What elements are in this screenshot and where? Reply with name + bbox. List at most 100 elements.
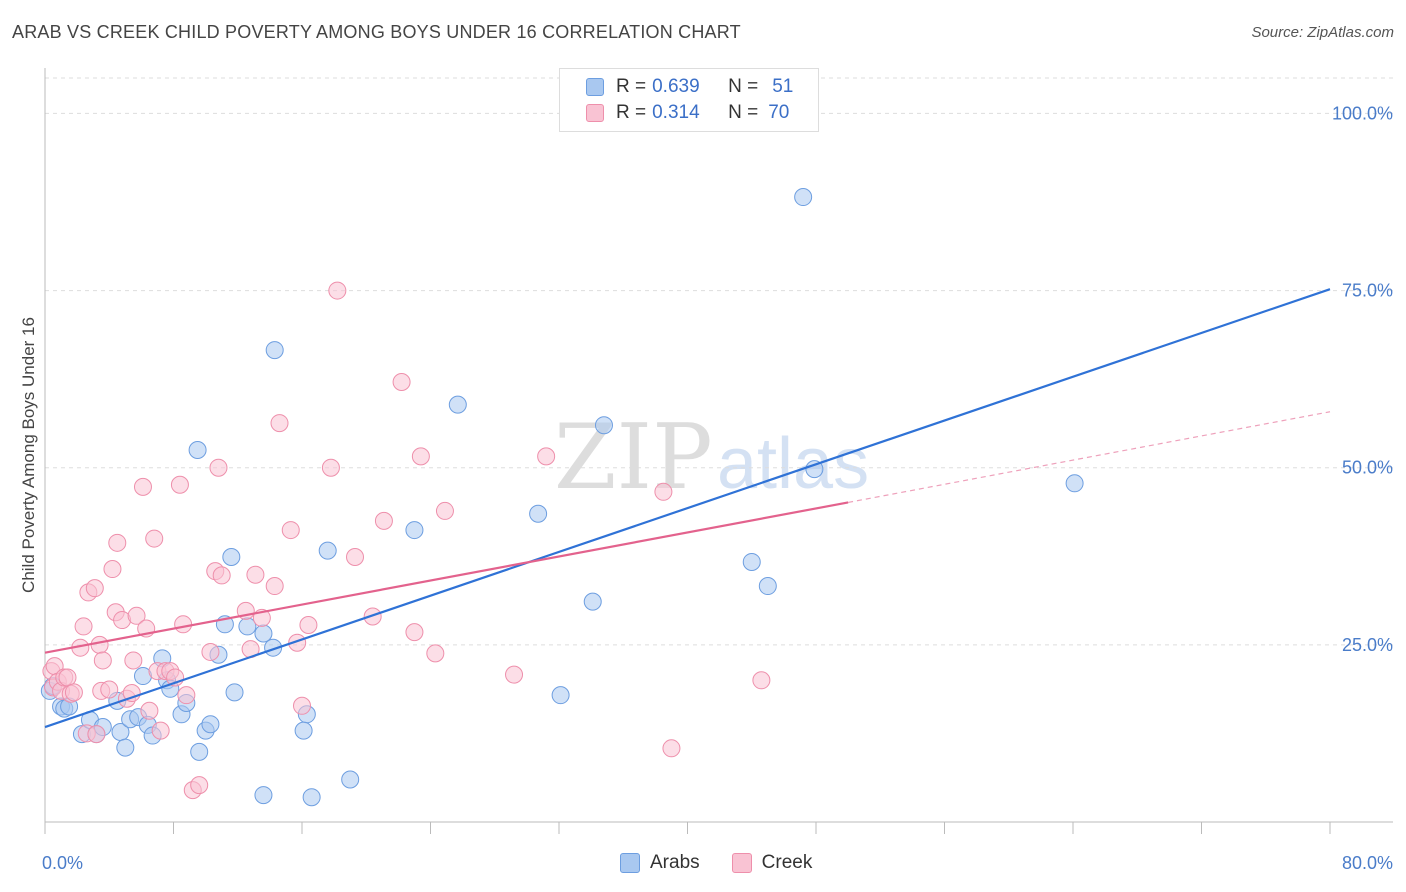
- data-point-arabs: [448, 395, 467, 414]
- series-swatch-arabs: [620, 853, 640, 873]
- data-point-arabs: [794, 188, 813, 207]
- data-point-creek: [752, 671, 771, 690]
- correlation-legend: R = 0.639 N = 51 R = 0.314 N = 70: [559, 68, 819, 132]
- data-point-creek: [246, 565, 265, 584]
- series-swatch-creek: [731, 853, 752, 873]
- data-point-creek: [145, 529, 164, 548]
- data-point-arabs: [264, 638, 283, 657]
- source-label: Source: ZipAtlas.com: [1251, 24, 1394, 41]
- data-point-creek: [90, 635, 109, 654]
- data-point-creek: [321, 458, 340, 477]
- data-point-creek: [103, 560, 122, 579]
- data-point-arabs: [758, 577, 777, 596]
- data-point-creek: [281, 521, 300, 540]
- data-point-arabs: [190, 742, 209, 761]
- legend-r-value-arabs: 0.639: [652, 76, 700, 97]
- y-tick-label: 50.0%: [1342, 458, 1393, 478]
- data-point-arabs: [805, 460, 824, 479]
- data-point-creek: [124, 651, 143, 670]
- data-point-creek: [505, 665, 524, 684]
- data-point-creek: [537, 447, 556, 466]
- data-point-arabs: [529, 504, 548, 523]
- watermark: ZIP atlas: [554, 405, 869, 510]
- data-point-creek: [85, 579, 104, 598]
- data-point-creek: [265, 577, 284, 596]
- data-point-creek: [662, 739, 681, 758]
- data-point-arabs: [742, 552, 761, 571]
- legend-r-label: R =: [616, 102, 647, 123]
- data-point-creek: [328, 281, 347, 300]
- data-point-creek: [405, 623, 424, 642]
- data-point-creek: [100, 680, 119, 699]
- legend-r-value-creek: 0.314: [652, 102, 700, 123]
- data-point-creek: [426, 644, 445, 663]
- x-tick-label-min: 0.0%: [42, 853, 83, 873]
- trend-lines: [44, 288, 1331, 729]
- data-points: [40, 188, 1084, 807]
- series-label-creek: Creek: [761, 852, 813, 873]
- legend-swatch-arabs: [586, 78, 604, 96]
- data-point-creek: [411, 447, 430, 466]
- data-point-creek: [140, 701, 159, 720]
- data-point-creek: [174, 615, 193, 634]
- data-point-creek: [190, 776, 209, 795]
- data-point-arabs: [222, 547, 241, 566]
- data-point-creek: [170, 475, 189, 494]
- data-point-creek: [201, 642, 220, 661]
- series-label-arabs: Arabs: [650, 852, 700, 873]
- data-point-arabs: [116, 738, 135, 757]
- data-point-arabs: [294, 721, 313, 740]
- trend-line-creek: [44, 501, 849, 654]
- watermark-zip: ZIP: [554, 405, 713, 510]
- legend-r-label: R =: [616, 76, 647, 97]
- y-tick-label: 100.0%: [1332, 103, 1393, 123]
- data-point-arabs: [405, 521, 424, 540]
- series-legend-creek[interactable]: Creek: [731, 852, 813, 874]
- data-point-arabs: [341, 770, 360, 789]
- data-point-creek: [299, 616, 318, 635]
- data-point-creek: [212, 566, 231, 585]
- legend-n-value-arabs: 51: [772, 76, 794, 97]
- legend-n-label: N =: [728, 102, 759, 123]
- data-point-creek: [64, 683, 83, 702]
- data-point-arabs: [551, 686, 570, 705]
- data-point-creek: [127, 606, 146, 625]
- data-point-arabs: [254, 624, 273, 643]
- data-point-creek: [108, 533, 127, 552]
- data-point-arabs: [318, 541, 337, 560]
- data-point-creek: [654, 482, 673, 501]
- watermark-atlas: atlas: [717, 424, 869, 504]
- trend-line-arabs: [44, 288, 1331, 729]
- series-legend-arabs[interactable]: Arabs: [620, 852, 700, 874]
- legend-row-creek: R = 0.314 N = 70: [586, 101, 789, 125]
- data-point-creek: [87, 725, 106, 744]
- series-legend: Arabs Creek: [620, 852, 844, 874]
- y-tick-label: 25.0%: [1342, 635, 1393, 655]
- x-tick-label-max: 80.0%: [1342, 853, 1393, 873]
- y-tick-labels: 25.0% 50.0% 75.0% 100.0%: [1332, 103, 1393, 654]
- data-point-creek: [288, 633, 307, 652]
- trend-line-extension-creek: [848, 411, 1331, 504]
- data-point-creek: [293, 696, 311, 715]
- data-point-creek: [270, 414, 289, 433]
- legend-n-label: N =: [728, 76, 759, 97]
- data-point-creek: [133, 477, 152, 496]
- series-points-creek: [42, 281, 771, 800]
- x-tick-labels: 0.0% 80.0%: [42, 853, 1393, 873]
- data-point-creek: [74, 617, 93, 636]
- data-point-creek: [151, 721, 170, 740]
- data-point-creek: [392, 372, 411, 391]
- data-point-creek: [435, 501, 454, 520]
- data-point-arabs: [583, 592, 602, 611]
- data-point-creek: [346, 547, 365, 566]
- chart-title: ARAB VS CREEK CHILD POVERTY AMONG BOYS U…: [12, 22, 741, 42]
- data-point-arabs: [594, 416, 613, 435]
- data-point-creek: [177, 686, 196, 705]
- grid-lines: [45, 77, 1393, 646]
- data-point-creek: [93, 651, 112, 670]
- data-point-creek: [209, 458, 228, 477]
- data-point-arabs: [1065, 474, 1084, 493]
- legend-row-arabs: R = 0.639 N = 51: [586, 75, 793, 99]
- legend-swatch-creek: [586, 104, 604, 122]
